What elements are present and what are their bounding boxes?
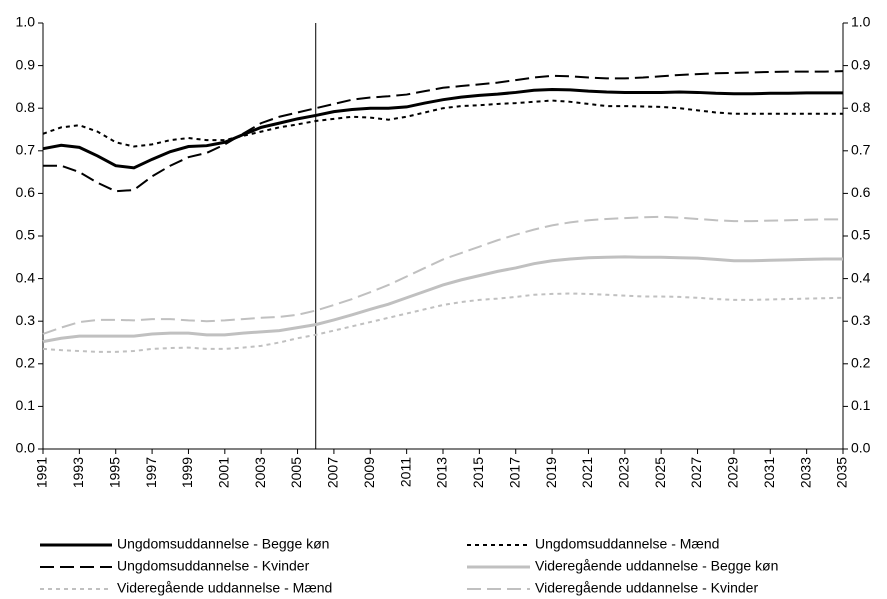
x-tick-label: 2003: [252, 457, 268, 488]
x-tick-label: 2011: [397, 457, 413, 487]
x-tick-label: 2035: [834, 457, 850, 488]
x-tick-label: 2029: [725, 457, 741, 488]
x-tick-label: 2007: [325, 457, 341, 488]
y-tick-label: 0.1: [16, 397, 36, 413]
x-tick-label: 2019: [543, 457, 559, 488]
legend-label: Ungdomsuddannelse - Kvinder: [117, 558, 310, 574]
y2-tick-label: 1.0: [851, 14, 871, 30]
y2-tick-label: 0.2: [851, 355, 871, 371]
y2-tick-label: 0.1: [851, 397, 871, 413]
series-line: [42, 87, 843, 170]
x-tick-label: 2009: [361, 457, 377, 488]
x-tick-label: 2027: [688, 457, 704, 488]
y2-tick-label: 0.8: [851, 99, 871, 115]
y2-tick-label: 0.9: [851, 56, 871, 72]
legend-label: Videregående uddannelse - Begge køn: [535, 558, 778, 574]
y-tick-label: 0.4: [16, 269, 36, 285]
series-line: [42, 99, 843, 148]
y-tick-label: 0.9: [16, 56, 36, 72]
y2-tick-label: 0.6: [851, 184, 871, 200]
y2-tick-label: 0.7: [851, 142, 871, 158]
series-line: [42, 292, 844, 353]
y2-tick-label: 0.5: [851, 227, 871, 243]
x-tick-label: 1995: [106, 457, 122, 488]
series-line: [42, 215, 843, 335]
x-tick-label: 2015: [470, 457, 486, 488]
y-tick-label: 0.7: [16, 142, 36, 158]
y2-tick-label: 0.0: [851, 440, 871, 456]
y-tick-label: 0.5: [16, 227, 36, 243]
series-line: [42, 255, 843, 344]
x-tick-label: 1997: [143, 457, 159, 488]
x-tick-label: 2021: [579, 457, 595, 488]
x-tick-label: 1993: [70, 457, 86, 488]
x-tick-label: 2025: [652, 457, 668, 488]
y-tick-label: 0.3: [16, 312, 36, 328]
legend-label: Videregående uddannelse - Mænd: [117, 580, 332, 596]
x-tick-label: 2001: [216, 457, 232, 488]
x-tick-label: 2013: [434, 457, 450, 488]
x-tick-label: 2033: [797, 457, 813, 488]
y-tick-label: 0.0: [16, 440, 36, 456]
legend-label: Ungdomsuddannelse - Begge køn: [117, 536, 329, 552]
y-tick-label: 0.2: [16, 355, 36, 371]
y-tick-label: 1.0: [16, 14, 36, 30]
legend-label: Videregående uddannelse - Kvinder: [535, 580, 758, 596]
x-tick-label: 2023: [616, 457, 632, 488]
x-tick-label: 1991: [34, 457, 50, 488]
x-tick-label: 2005: [288, 457, 304, 488]
y2-tick-label: 0.4: [851, 269, 871, 285]
legend-label: Ungdomsuddannelse - Mænd: [535, 536, 719, 552]
x-tick-label: 2017: [506, 457, 522, 488]
series-line: [43, 70, 844, 193]
y-tick-label: 0.8: [16, 99, 36, 115]
x-tick-label: 1999: [179, 457, 195, 488]
x-tick-label: 2031: [761, 457, 777, 488]
y2-tick-label: 0.3: [851, 312, 871, 328]
y-tick-label: 0.6: [16, 184, 36, 200]
